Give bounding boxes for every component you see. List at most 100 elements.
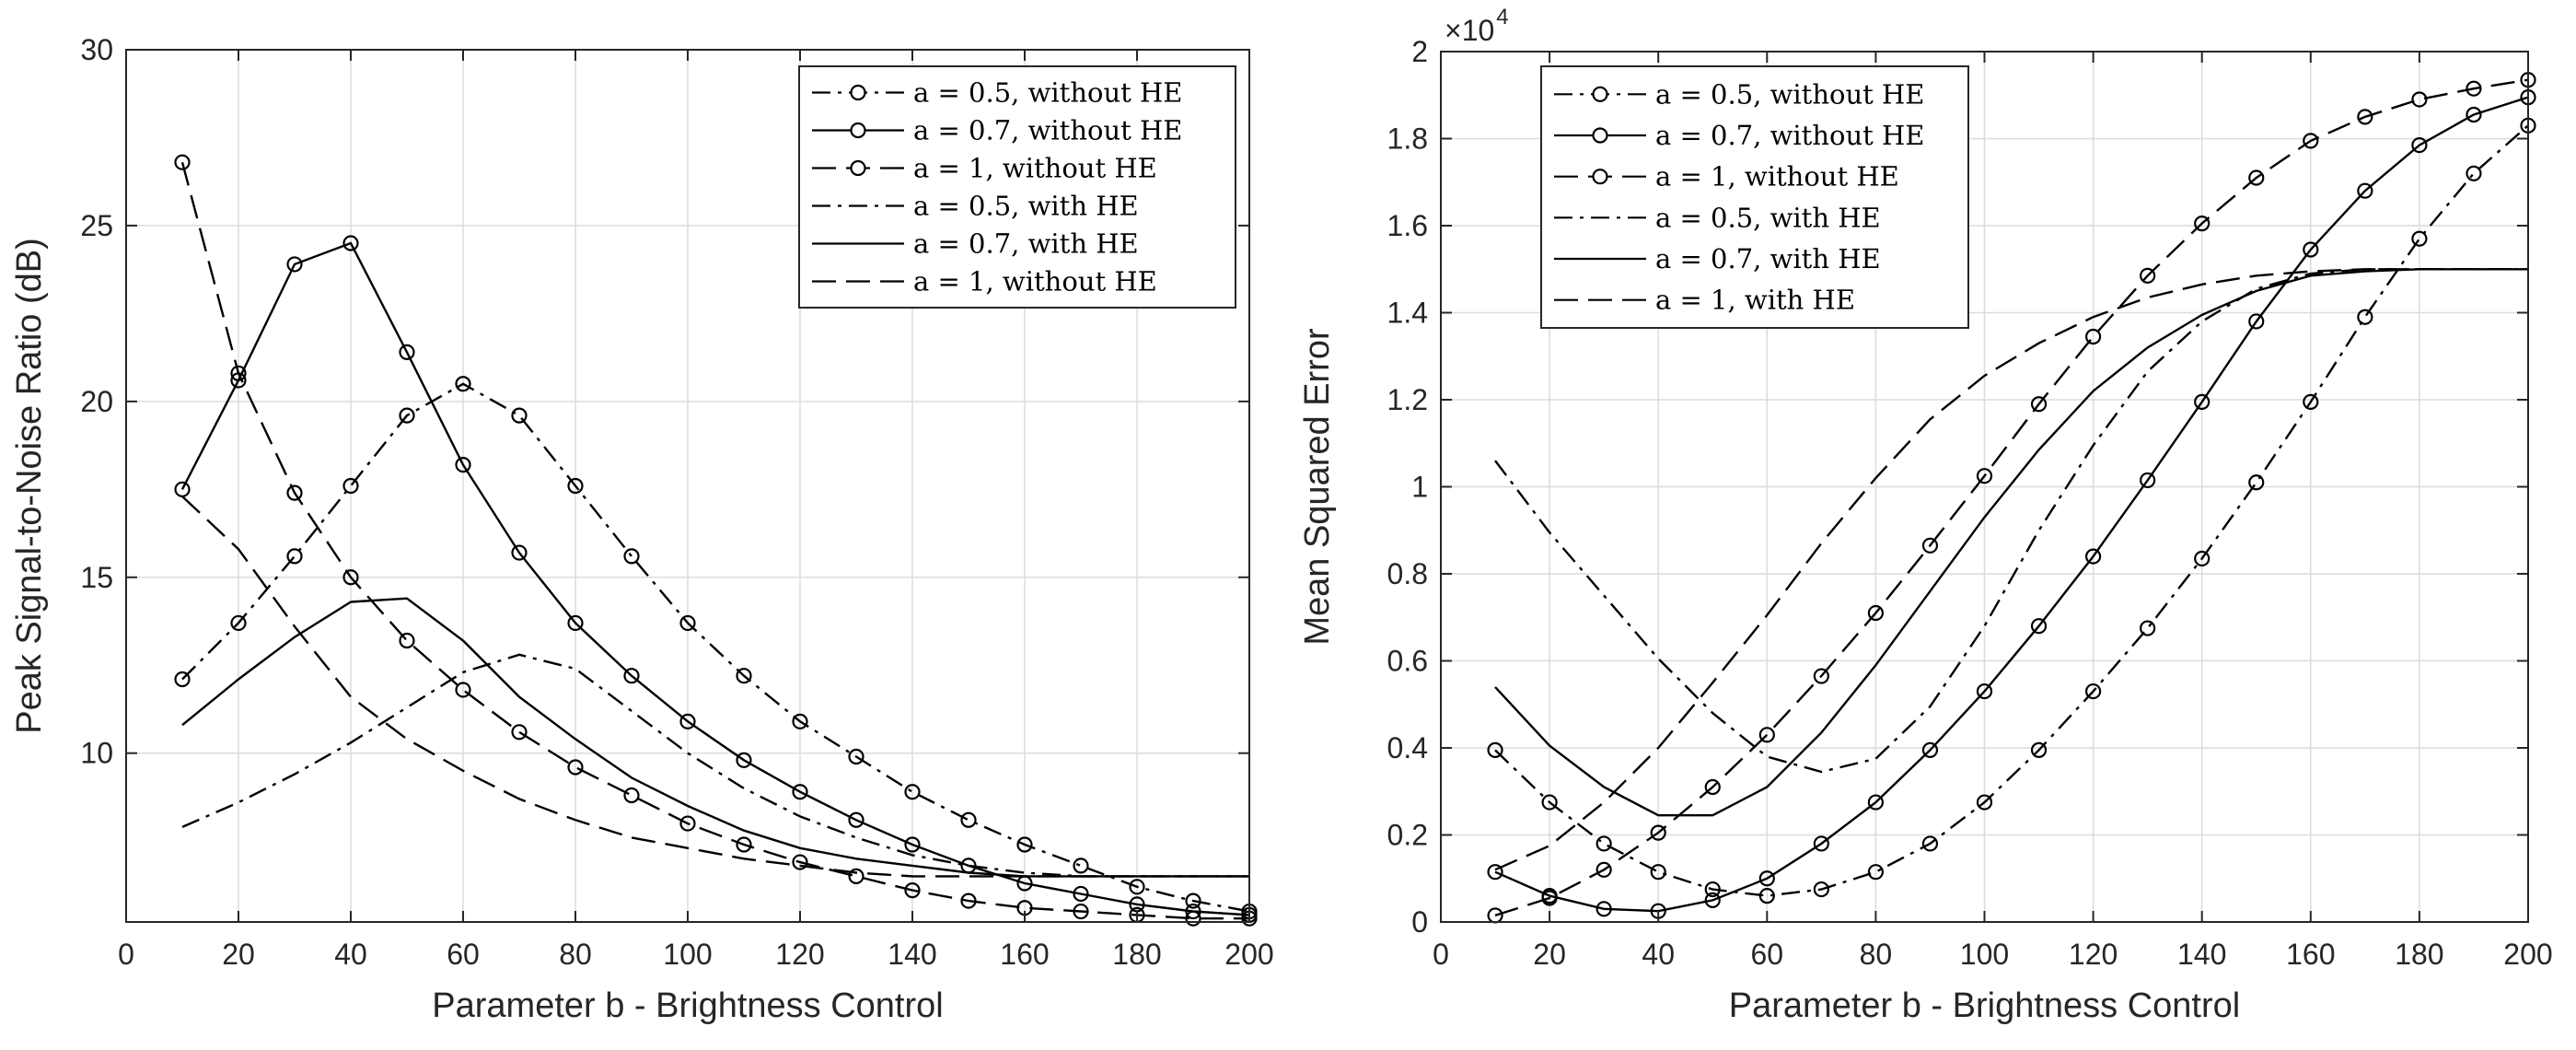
data-point — [230, 614, 247, 632]
data-point — [679, 815, 696, 832]
data-point — [1129, 879, 1145, 895]
legend: a = 0.5, without HE a = 0.7, without HE a … — [798, 65, 1236, 309]
series-1 — [1487, 117, 2536, 904]
series-1 — [174, 376, 1258, 920]
data-point — [1595, 861, 1612, 878]
x-tick-label: 200 — [1224, 938, 1273, 971]
legend-entry-2: a = 0.7, without HE — [812, 115, 1182, 146]
data-point — [1921, 835, 1939, 852]
data-point — [848, 748, 864, 765]
series-3 — [174, 154, 1258, 927]
data-point — [1813, 835, 1829, 852]
data-point — [2194, 550, 2210, 567]
y-exponent-label: ×10 — [1445, 14, 1494, 47]
data-point — [1867, 864, 1885, 881]
series-6 — [1494, 268, 2528, 871]
y-tick-label: 25 — [80, 209, 113, 242]
data-point — [736, 836, 752, 853]
series-3 — [1487, 72, 2536, 924]
legend-label: a = 1, without HE — [913, 153, 1157, 184]
x-tick-label: 80 — [559, 938, 592, 971]
data-point — [1976, 794, 1993, 811]
data-point — [567, 759, 584, 776]
data-point — [567, 477, 584, 495]
x-tick-label: 60 — [1751, 938, 1784, 971]
data-point — [399, 344, 415, 360]
data-point — [2303, 393, 2319, 410]
data-point — [511, 544, 528, 561]
y-tick-label: 1.6 — [1387, 209, 1428, 242]
legend: a = 0.5, without HE a = 0.7, without HE a … — [1540, 65, 1969, 329]
data-point — [2466, 106, 2482, 123]
data-point — [623, 548, 640, 565]
y-exponent-power: 4 — [1496, 5, 1508, 29]
data-point — [2085, 548, 2102, 565]
data-point — [1758, 870, 1775, 887]
data-point — [1185, 903, 1201, 920]
series-line — [181, 496, 1249, 878]
data-point — [342, 235, 359, 251]
series-line — [1494, 268, 2528, 871]
data-point — [792, 854, 808, 870]
data-point — [904, 836, 921, 853]
y-axis: 10 15 20 25 30 — [80, 33, 1249, 770]
data-point — [286, 256, 303, 273]
legend-entry-6: a = 1, without HE — [812, 266, 1157, 298]
data-point — [1541, 890, 1558, 906]
x-tick-label: 0 — [1433, 938, 1449, 971]
legend-label: a = 0.7, with HE — [1655, 243, 1881, 274]
data-point — [342, 477, 359, 495]
y-tick-label: 0.4 — [1387, 731, 1428, 764]
data-point — [2248, 313, 2265, 330]
series-line — [1494, 96, 2529, 913]
data-point — [736, 668, 752, 684]
data-point — [567, 614, 584, 632]
data-point — [1921, 741, 1939, 758]
data-point — [1595, 835, 1612, 852]
series-line — [180, 161, 1249, 920]
x-tick-label: 0 — [118, 938, 134, 971]
x-axis: 0 20 40 60 80 100 120 140 160 180 200 — [1433, 52, 2553, 971]
legend-entry-2: a = 0.7, without HE — [1554, 120, 1924, 151]
data-point — [399, 632, 415, 649]
legend-marker — [1592, 127, 1608, 144]
data-point — [1976, 468, 1993, 484]
data-point — [286, 548, 303, 565]
legend-label: a = 0.5, without HE — [913, 77, 1182, 109]
y-axis-label: Peak Signal-to-Noise Ratio (dB) — [10, 238, 49, 734]
data-point — [174, 481, 191, 497]
x-axis-label: Parameter b - Brightness Control — [1729, 986, 2240, 1025]
x-axis: 0 20 40 60 80 100 120 140 160 180 200 — [118, 50, 1274, 971]
y-tick-label: 1.8 — [1387, 122, 1428, 156]
data-point — [736, 752, 752, 768]
data-point — [1704, 881, 1721, 898]
series-line — [180, 241, 1250, 916]
data-point — [2085, 682, 2102, 700]
legend-label: a = 0.7, without HE — [913, 115, 1182, 146]
y-tick-label: 30 — [80, 33, 113, 66]
data-point — [623, 787, 640, 804]
data-point — [1704, 778, 1721, 796]
legend-entry-4: a = 0.5, with HE — [1554, 202, 1881, 233]
x-tick-label: 180 — [2395, 938, 2443, 971]
data-point — [2357, 109, 2373, 125]
x-tick-label: 40 — [1642, 938, 1675, 971]
legend-marker — [1592, 86, 1608, 102]
legend-label: a = 0.7, without HE — [1655, 120, 1924, 151]
y-tick-label: 0 — [1411, 905, 1428, 939]
data-point — [1867, 794, 1885, 811]
data-point — [1813, 881, 1829, 898]
legend-box — [798, 65, 1236, 309]
legend-label: a = 1, without HE — [1655, 161, 1899, 192]
data-point — [2030, 396, 2048, 413]
y-tick-label: 0.6 — [1387, 645, 1428, 678]
data-point — [399, 407, 415, 424]
series-5 — [1494, 268, 2528, 817]
y-tick-label: 2 — [1411, 35, 1428, 68]
data-point — [1976, 682, 1993, 700]
legend-label: a = 1, with HE — [1655, 285, 1855, 316]
x-tick-label: 80 — [1860, 938, 1893, 971]
series-line — [1494, 268, 2528, 817]
legend-box — [1540, 65, 1969, 329]
data-point — [1073, 903, 1089, 920]
